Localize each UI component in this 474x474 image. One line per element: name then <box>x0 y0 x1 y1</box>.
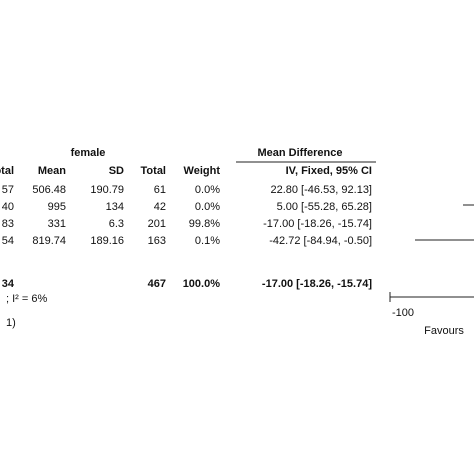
table-cell: 995 <box>48 201 66 213</box>
table-cell: -17.00 [-18.26, -15.74] <box>263 218 372 230</box>
table-cell: 6.3 <box>109 218 124 230</box>
table-cell: 189.16 <box>90 235 124 247</box>
x-tick-label: -100 <box>392 307 414 319</box>
table-cell: 331 <box>48 218 66 230</box>
column-header: otal <box>0 165 14 177</box>
table-cell: 40 <box>2 201 14 213</box>
total-cell: -17.00 [-18.26, -15.74] <box>262 278 372 290</box>
table-cell: 0.1% <box>195 235 220 247</box>
table: otal Mean SD Total Weight IV, Fixed, 95% CI 57… <box>0 165 372 290</box>
column-header: Total <box>141 165 166 177</box>
table-cell: 99.8% <box>189 218 220 230</box>
column-header: SD <box>109 165 124 177</box>
table-cell: -42.72 [-84.94, -0.50] <box>269 235 372 247</box>
table-cell: 190.79 <box>90 184 124 196</box>
favours-label: Favours <box>424 325 464 337</box>
table-cell: 57 <box>2 184 14 196</box>
column-header: Weight <box>184 165 221 177</box>
table-cell: 54 <box>2 235 14 247</box>
effect-header: Mean Difference <box>258 147 343 159</box>
table-cell: 0.0% <box>195 201 220 213</box>
table-cell: 83 <box>2 218 14 230</box>
table-cell: 0.0% <box>195 184 220 196</box>
heterogeneity-note: ; I² = 6% <box>6 293 47 305</box>
total-cell: 34 <box>2 278 15 290</box>
table-cell: 163 <box>148 235 166 247</box>
table-cell: 22.80 [-46.53, 92.13] <box>270 184 372 196</box>
column-header: IV, Fixed, 95% CI <box>286 165 372 177</box>
table-cell: 5.00 [-55.28, 65.28] <box>277 201 372 213</box>
group-header: female <box>71 147 106 159</box>
table-cell: 201 <box>148 218 166 230</box>
column-header: Mean <box>38 165 66 177</box>
table-cell: 42 <box>154 201 166 213</box>
table-cell: 61 <box>154 184 166 196</box>
table-cell: 819.74 <box>32 235 66 247</box>
table-cell: 506.48 <box>32 184 66 196</box>
overall-note: 1) <box>6 317 16 329</box>
total-cell: 467 <box>148 278 166 290</box>
total-cell: 100.0% <box>183 278 221 290</box>
table-cell: 134 <box>106 201 124 213</box>
